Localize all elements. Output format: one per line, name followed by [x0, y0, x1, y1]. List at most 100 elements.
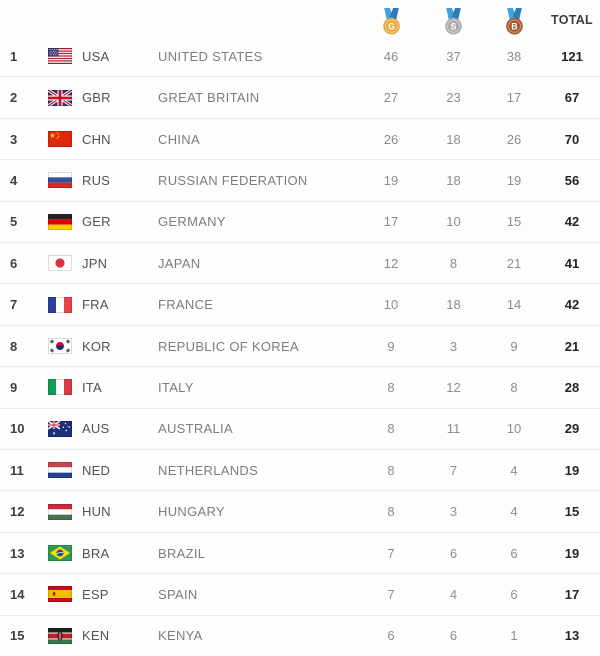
flag-cell — [48, 420, 80, 437]
rank-cell: 2 — [10, 90, 18, 106]
country-name: GERMANY — [158, 214, 226, 230]
silver-count: 7 — [449, 462, 458, 478]
gold-count: 19 — [383, 172, 399, 188]
bronze-count: 19 — [506, 172, 522, 188]
silver-count: 23 — [446, 90, 461, 106]
flag-cell — [48, 296, 80, 313]
bronze-count: 38 — [506, 48, 522, 64]
rank-cell: 12 — [10, 504, 25, 520]
table-row: 5 GER GERMANY 17 10 15 42 — [0, 202, 600, 244]
country-name: GREAT BRITAIN — [158, 90, 260, 106]
total-count: 15 — [564, 504, 580, 520]
country-code: USA — [82, 48, 110, 64]
rank-cell: 5 — [10, 214, 18, 230]
silver-count: 11 — [446, 421, 461, 437]
gold-medal-icon: G — [359, 1, 423, 35]
country-code: KOR — [82, 338, 111, 354]
country-code: NED — [82, 462, 111, 478]
total-count: 42 — [564, 297, 580, 313]
flag-cell — [48, 213, 80, 230]
total-count: 56 — [564, 172, 580, 188]
flag-hun-icon — [48, 503, 72, 520]
country-name: JAPAN — [158, 255, 201, 271]
bronze-medal-icon: B — [484, 1, 544, 35]
table-row: 3 CHN CHINA 26 18 26 70 — [0, 119, 600, 161]
table-row: 7 FRA FRANCE 10 18 14 42 — [0, 284, 600, 326]
gold-count: 8 — [387, 462, 395, 478]
rank-cell: 14 — [10, 586, 25, 602]
table-row: 15 KEN KENYA 6 6 1 13 — [0, 616, 600, 656]
gold-count: 46 — [383, 48, 399, 64]
rank-cell: 3 — [10, 131, 18, 147]
silver-count: 6 — [449, 628, 458, 644]
gold-count: 27 — [383, 90, 399, 106]
bronze-count: 15 — [506, 214, 522, 230]
flag-ken-icon — [48, 627, 72, 644]
flag-rus-icon — [48, 172, 72, 189]
silver-medal-icon: S — [423, 1, 484, 35]
flag-cell — [48, 627, 80, 644]
rank-cell: 7 — [10, 297, 18, 313]
gold-count: 10 — [383, 297, 399, 313]
country-code: ITA — [82, 379, 102, 395]
silver-count: 37 — [446, 48, 461, 64]
rank-cell: 9 — [10, 379, 18, 395]
country-name: SPAIN — [158, 586, 198, 602]
total-count: 67 — [564, 90, 580, 106]
total-count: 70 — [564, 131, 580, 147]
bronze-count: 8 — [510, 379, 518, 395]
country-name: RUSSIAN FEDERATION — [158, 172, 308, 188]
table-row: 14 ESP SPAIN 7 4 6 17 — [0, 574, 600, 616]
country-name: AUSTRALIA — [158, 421, 233, 437]
country-name: ITALY — [158, 379, 194, 395]
country-code: ESP — [82, 586, 109, 602]
bronze-count: 4 — [510, 504, 518, 520]
flag-esp-icon — [48, 586, 72, 603]
silver-count: 3 — [449, 338, 458, 354]
country-code: HUN — [82, 504, 111, 520]
gold-count: 12 — [383, 255, 399, 271]
total-count: 41 — [564, 255, 580, 271]
country-name: NETHERLANDS — [158, 462, 259, 478]
rank-cell: 11 — [10, 462, 24, 478]
rank-cell: 8 — [10, 338, 18, 354]
flag-ned-icon — [48, 462, 72, 479]
silver-count: 18 — [446, 297, 461, 313]
flag-fra-icon — [48, 296, 72, 313]
total-count: 21 — [564, 338, 580, 354]
total-count: 13 — [564, 628, 580, 644]
country-name: HUNGARY — [158, 504, 225, 520]
silver-count: 18 — [446, 131, 461, 147]
country-code: AUS — [82, 421, 110, 437]
total-count: 29 — [564, 421, 580, 437]
country-name: FRANCE — [158, 297, 214, 313]
total-count: 19 — [564, 462, 580, 478]
silver-count: 4 — [449, 586, 458, 602]
silver-count: 10 — [446, 214, 461, 230]
flag-cell — [48, 586, 80, 603]
flag-jpn-icon — [48, 255, 72, 272]
gold-count: 8 — [387, 504, 395, 520]
total-count: 121 — [561, 48, 583, 64]
table-row: 12 HUN HUNGARY 8 3 4 15 — [0, 491, 600, 533]
gold-count: 8 — [387, 379, 395, 395]
flag-cell — [48, 379, 80, 396]
country-name: REPUBLIC OF KOREA — [158, 338, 299, 354]
country-name: BRAZIL — [158, 545, 206, 561]
total-count: 42 — [564, 214, 580, 230]
silver-count: 18 — [446, 172, 461, 188]
gold-count: 17 — [383, 214, 399, 230]
flag-cell — [48, 172, 80, 189]
flag-usa-icon — [48, 48, 72, 65]
table-row: 13 BRA BRAZIL 7 6 6 19 — [0, 533, 600, 575]
bronze-count: 9 — [510, 338, 518, 354]
flag-ita-icon — [48, 379, 72, 396]
table-row: 10 AUS AUSTRALIA 8 11 10 29 — [0, 409, 600, 451]
table-row: 9 ITA ITALY 8 12 8 28 — [0, 367, 600, 409]
bronze-count: 6 — [510, 586, 518, 602]
country-code: GBR — [82, 90, 111, 106]
flag-ger-icon — [48, 213, 72, 230]
gold-count: 8 — [387, 421, 395, 437]
flag-cell — [48, 503, 80, 520]
